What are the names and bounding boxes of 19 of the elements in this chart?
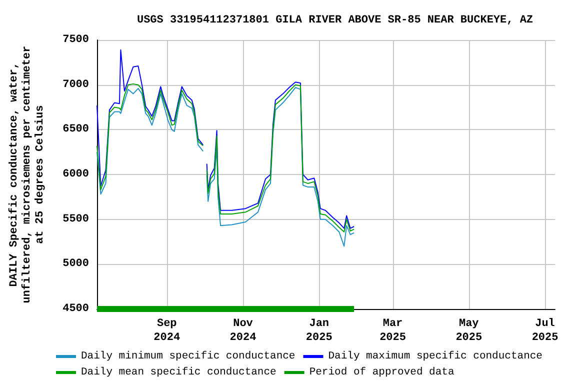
x-tick-label: Jul 2025 bbox=[532, 318, 559, 344]
legend-label: Daily maximum specific conductance bbox=[328, 350, 542, 362]
y-tick-label: 7000 bbox=[62, 78, 89, 91]
x-tick-label: May 2025 bbox=[456, 318, 482, 344]
x-tick-label: Mar 2025 bbox=[380, 318, 406, 344]
x-tick-label: Nov 2024 bbox=[230, 318, 257, 344]
y-tick-label: 7500 bbox=[62, 34, 89, 46]
y-tick-label: 5000 bbox=[62, 258, 89, 270]
x-tick-label: Sep 2024 bbox=[154, 318, 180, 344]
y-tick-label: 4500 bbox=[62, 303, 89, 315]
y-tick-label: 5500 bbox=[62, 213, 89, 226]
legend-label: Daily minimum specific conductance bbox=[81, 350, 296, 362]
legend-label: Period of approved data bbox=[309, 366, 454, 378]
legend-label: Daily mean specific conductance bbox=[81, 366, 276, 378]
chart-title: USGS 331954112371801 GILA RIVER ABOVE SR-85 NEAR BUCKEYE, AZ bbox=[136, 14, 534, 26]
x-tick-label: Jan 2025 bbox=[306, 318, 333, 344]
y-tick-label: 6000 bbox=[62, 168, 89, 180]
y-tick-label: 6500 bbox=[62, 124, 89, 136]
y-axis-title: DAILY Specific conductance, water, unfiltered, microsiemens per centimeter at 25 degrees Celsius bbox=[8, 46, 46, 304]
